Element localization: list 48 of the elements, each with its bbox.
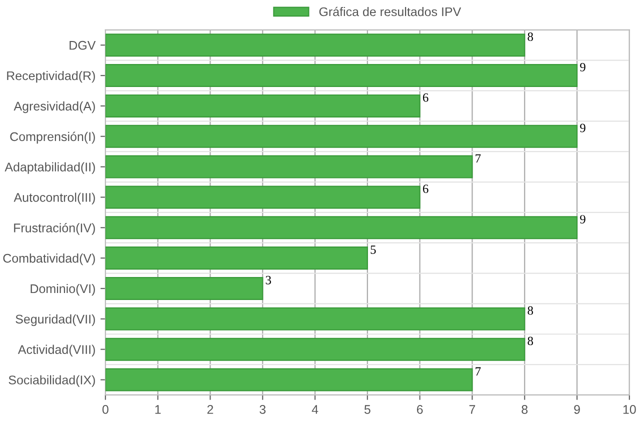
y-tick-label: Dominio(VI): [30, 284, 95, 296]
data-label: 7: [476, 154, 481, 162]
y-tick-label: Seguridad(VII): [16, 314, 95, 326]
bar: [105, 155, 473, 178]
y-tick-label: Combatividad(V): [3, 254, 95, 266]
y-tick-label: Sociabilidad(IX): [8, 375, 95, 387]
legend-label: Gráfica de resultados IPV: [319, 6, 462, 16]
x-tick-label: 9: [574, 405, 580, 414]
x-tick-label: 6: [416, 405, 423, 414]
x-tick-label: 4: [312, 405, 318, 414]
bar: [105, 186, 420, 209]
x-tick-label: 3: [260, 405, 266, 414]
data-label: 8: [528, 306, 534, 315]
x-tick-label: 7: [469, 405, 476, 414]
y-tick-label: Frustración(IV): [14, 223, 95, 235]
bar: [105, 246, 368, 270]
y-tick-label: Adaptabilidad(II): [4, 162, 95, 174]
data-label: 7: [476, 367, 481, 376]
x-tick-label: 10: [623, 405, 636, 414]
y-tick-label: Agresividad(A): [14, 101, 95, 114]
bar: [105, 124, 578, 148]
bar: [105, 368, 473, 392]
bar: [105, 276, 264, 300]
data-label: 9: [580, 215, 586, 224]
bar: [105, 64, 578, 88]
bar: [105, 94, 420, 118]
bar: [105, 216, 578, 240]
bar: [105, 307, 526, 330]
data-label: 9: [580, 124, 586, 132]
data-label: 8: [528, 336, 534, 346]
x-tick-label: 1: [155, 405, 161, 414]
data-label: 6: [422, 93, 428, 102]
bar: [105, 338, 526, 361]
x-tick-label: 5: [364, 405, 370, 414]
y-tick-label: Comprensión(I): [10, 132, 95, 144]
y-tick-label: Actividad(VIII): [18, 344, 95, 356]
data-label: 3: [266, 276, 272, 284]
y-tick-label: Receptividad(R): [7, 70, 95, 83]
y-tick-label: DGV: [70, 40, 96, 50]
bar: [105, 34, 526, 57]
data-label: 5: [370, 246, 376, 254]
x-tick-label: 2: [207, 405, 214, 414]
data-label: 6: [422, 184, 428, 194]
x-tick-label: 0: [102, 405, 108, 414]
x-tick-label: 8: [522, 405, 528, 414]
data-label: 8: [528, 32, 534, 41]
data-label: 9: [580, 62, 586, 72]
y-tick-label: Autocontrol(III): [14, 192, 95, 204]
